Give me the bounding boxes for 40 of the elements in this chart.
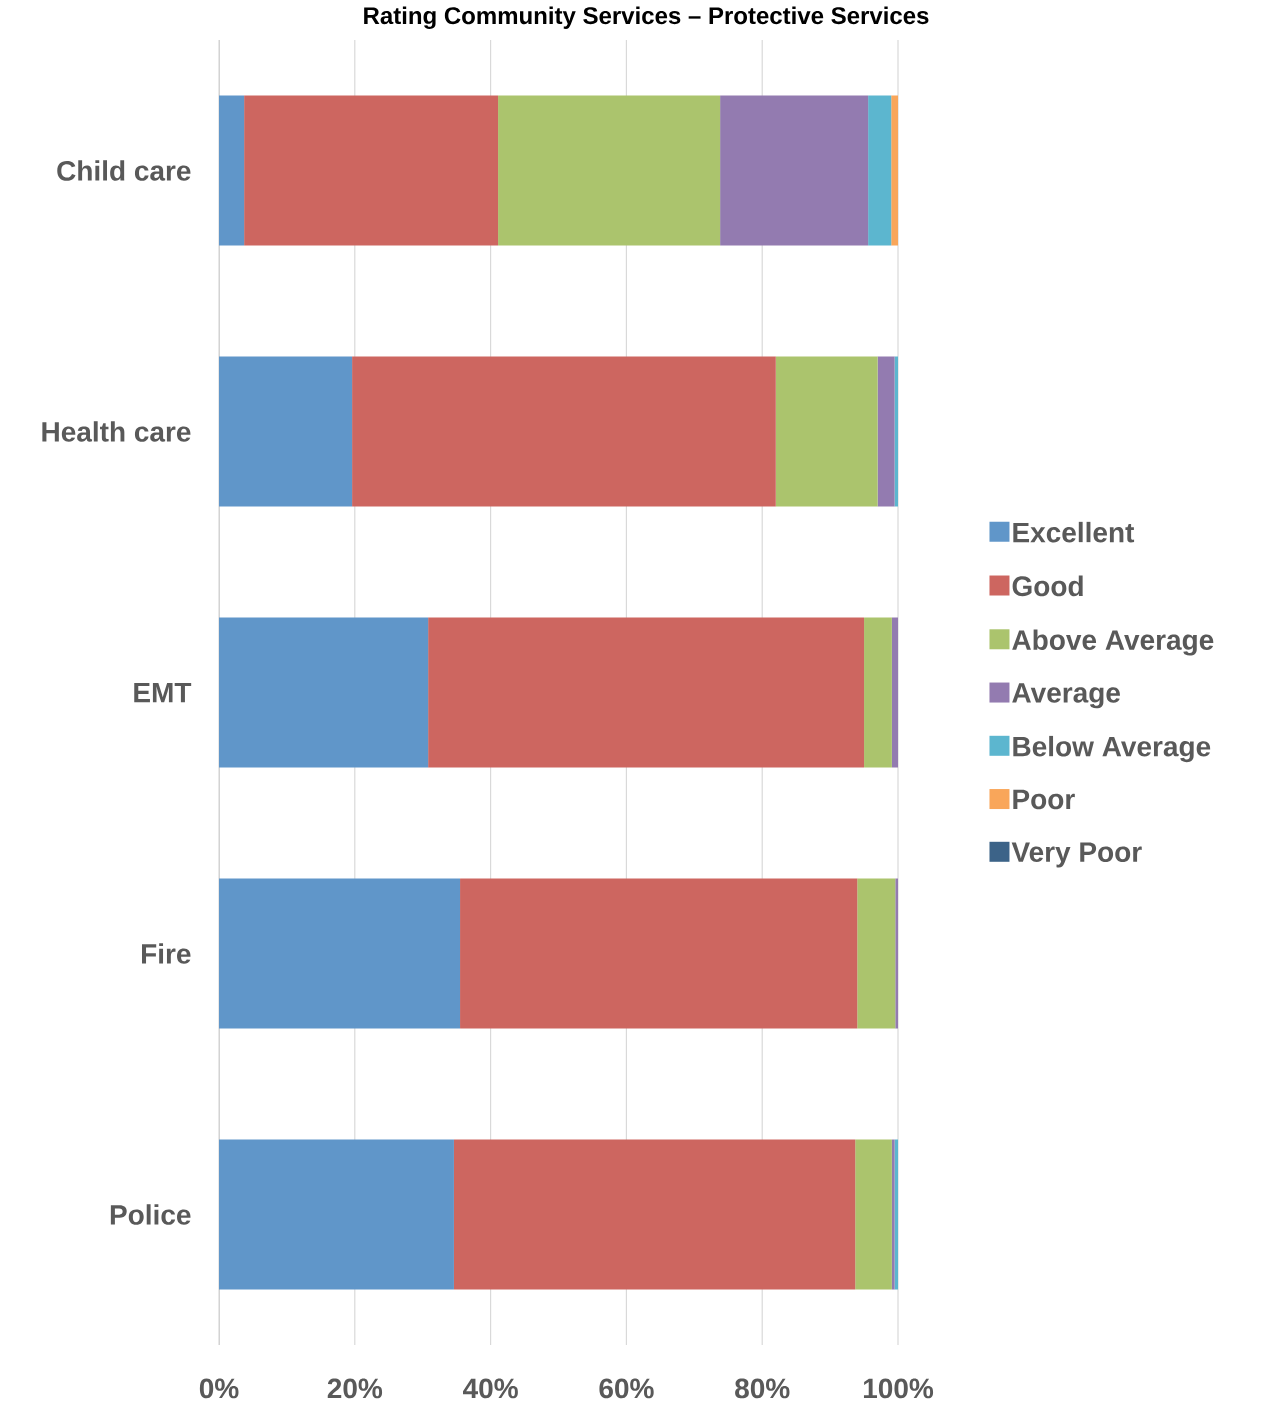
x-tick-label: 40%: [463, 1378, 518, 1399]
y-tick-label: Police: [110, 1204, 191, 1225]
bar: [460, 878, 858, 1029]
bar: [775, 356, 878, 507]
bar: [352, 356, 776, 507]
bar: [864, 617, 892, 768]
bar: [453, 1139, 856, 1290]
bar: [857, 878, 896, 1029]
legend-label: Poor: [1013, 789, 1075, 810]
bar: [891, 617, 899, 768]
x-tick-label: 100%: [863, 1378, 934, 1399]
legend-label: Above Average: [1012, 629, 1214, 656]
legend-label: Below Average: [1013, 735, 1211, 763]
legend-label: Average: [1012, 683, 1120, 709]
legend-label: Good: [1012, 575, 1083, 597]
bar: [868, 95, 892, 246]
x-tick-label: 60%: [599, 1378, 654, 1399]
bar: [428, 617, 865, 768]
bar: [219, 878, 461, 1029]
bar: [877, 356, 895, 507]
bar: [855, 1139, 892, 1290]
y-tick-label: Fire: [142, 943, 191, 964]
chart-title: Rating Community Services – Protective Services: [364, 6, 929, 29]
bar: [498, 95, 721, 246]
y-tick-label: Health care: [42, 421, 191, 442]
x-tick-label: 20%: [327, 1378, 383, 1399]
bar: [720, 95, 869, 246]
bar: [895, 878, 899, 1029]
bar: [219, 95, 245, 246]
bar: [891, 95, 899, 246]
bar: [219, 1139, 454, 1290]
bar: [219, 356, 353, 507]
bar: [219, 617, 429, 768]
x-tick-label: 0%: [199, 1378, 239, 1399]
bar: [244, 95, 499, 246]
legend-label: Excellent: [1013, 521, 1135, 543]
legend-label: Very Poor: [1011, 842, 1142, 868]
y-tick-label: EMT: [134, 682, 192, 703]
y-tick-label: Child care: [57, 160, 191, 181]
x-tick-label: 80%: [735, 1378, 790, 1399]
